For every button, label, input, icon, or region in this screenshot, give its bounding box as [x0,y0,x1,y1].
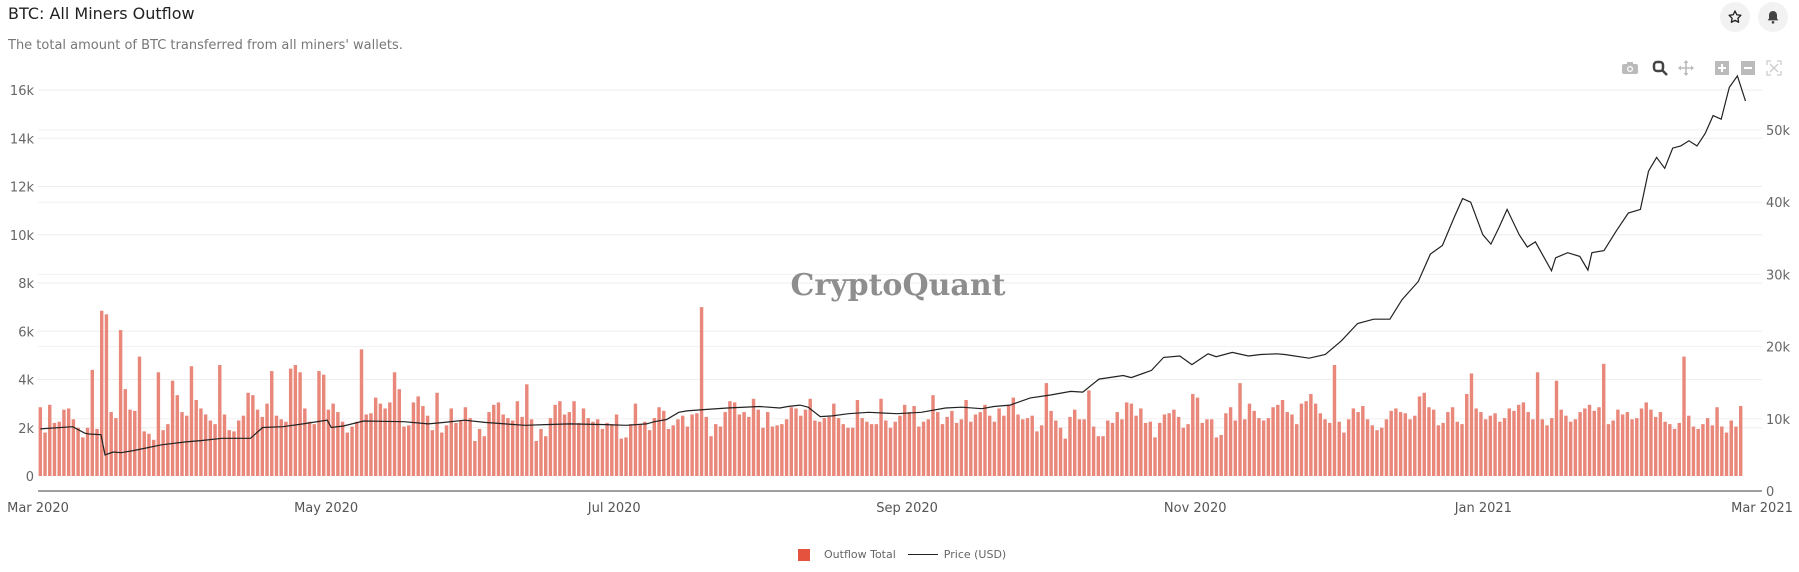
svg-text:May 2020: May 2020 [294,501,358,516]
chart-legend: Outflow Total Price (USD) [798,548,1006,561]
legend-label-price: Price (USD) [943,548,1007,561]
legend-item-price[interactable]: Price (USD) [907,548,1007,561]
zoom-out-button[interactable] [1738,58,1758,78]
svg-text:Sep 2020: Sep 2020 [876,501,938,516]
legend-item-outflow[interactable]: Outflow Total [798,548,896,561]
legend-swatch-outflow [798,548,810,561]
svg-text:30k: 30k [1766,268,1791,283]
svg-text:10k: 10k [10,229,35,244]
legend-swatch-price [907,554,938,555]
svg-text:Jul 2020: Jul 2020 [587,501,641,516]
svg-text:20k: 20k [1766,341,1791,356]
zoom-in-icon [1715,61,1729,75]
svg-text:0: 0 [26,470,34,485]
download-image-button[interactable] [1620,58,1640,78]
svg-text:Jan 2021: Jan 2021 [1454,501,1512,516]
svg-text:12k: 12k [10,181,35,196]
y-axis-right: 0 10k 20k 30k 40k 50k [1766,124,1791,500]
svg-text:0: 0 [1766,485,1774,500]
zoom-mode-button[interactable] [1650,58,1670,78]
page-title: BTC: All Miners Outflow [8,4,195,23]
svg-text:Mar 2020: Mar 2020 [7,501,69,516]
watermark: CryptoQuant [790,268,1005,303]
y-axis-left: 0 2k 4k 6k 8k 10k 12k 14k 16k [10,84,35,485]
camera-icon [1622,62,1638,74]
star-icon [1728,10,1742,23]
chart-modebar [1620,58,1784,78]
svg-text:16k: 16k [10,84,35,99]
svg-text:Mar 2021: Mar 2021 [1731,501,1793,516]
autoscale-button[interactable] [1764,58,1784,78]
svg-text:Nov 2020: Nov 2020 [1164,501,1227,516]
price-line [40,74,1747,456]
svg-text:8k: 8k [18,277,34,292]
legend-label-outflow: Outflow Total [824,548,896,561]
x-axis: Mar 2020 May 2020 Jul 2020 Sep 2020 Nov 2020… [7,501,1793,516]
svg-text:10k: 10k [1766,413,1791,428]
outflow-bars [38,307,1743,476]
alert-button[interactable] [1758,2,1788,32]
page-subtitle: The total amount of BTC transferred from… [8,38,403,53]
gridlines [38,89,1762,429]
svg-text:50k: 50k [1766,124,1791,139]
autoscale-icon [1766,60,1782,76]
svg-text:40k: 40k [1766,196,1791,211]
bell-icon [1767,11,1779,24]
svg-text:2k: 2k [18,422,34,437]
zoom-out-icon [1741,61,1755,75]
zoom-in-button[interactable] [1712,58,1732,78]
pan-mode-button[interactable] [1676,58,1696,78]
svg-text:6k: 6k [18,325,34,340]
pan-icon [1678,60,1694,76]
favorite-button[interactable] [1720,2,1750,32]
svg-text:14k: 14k [10,132,35,147]
svg-text:4k: 4k [18,374,34,389]
zoom-icon [1652,60,1668,76]
